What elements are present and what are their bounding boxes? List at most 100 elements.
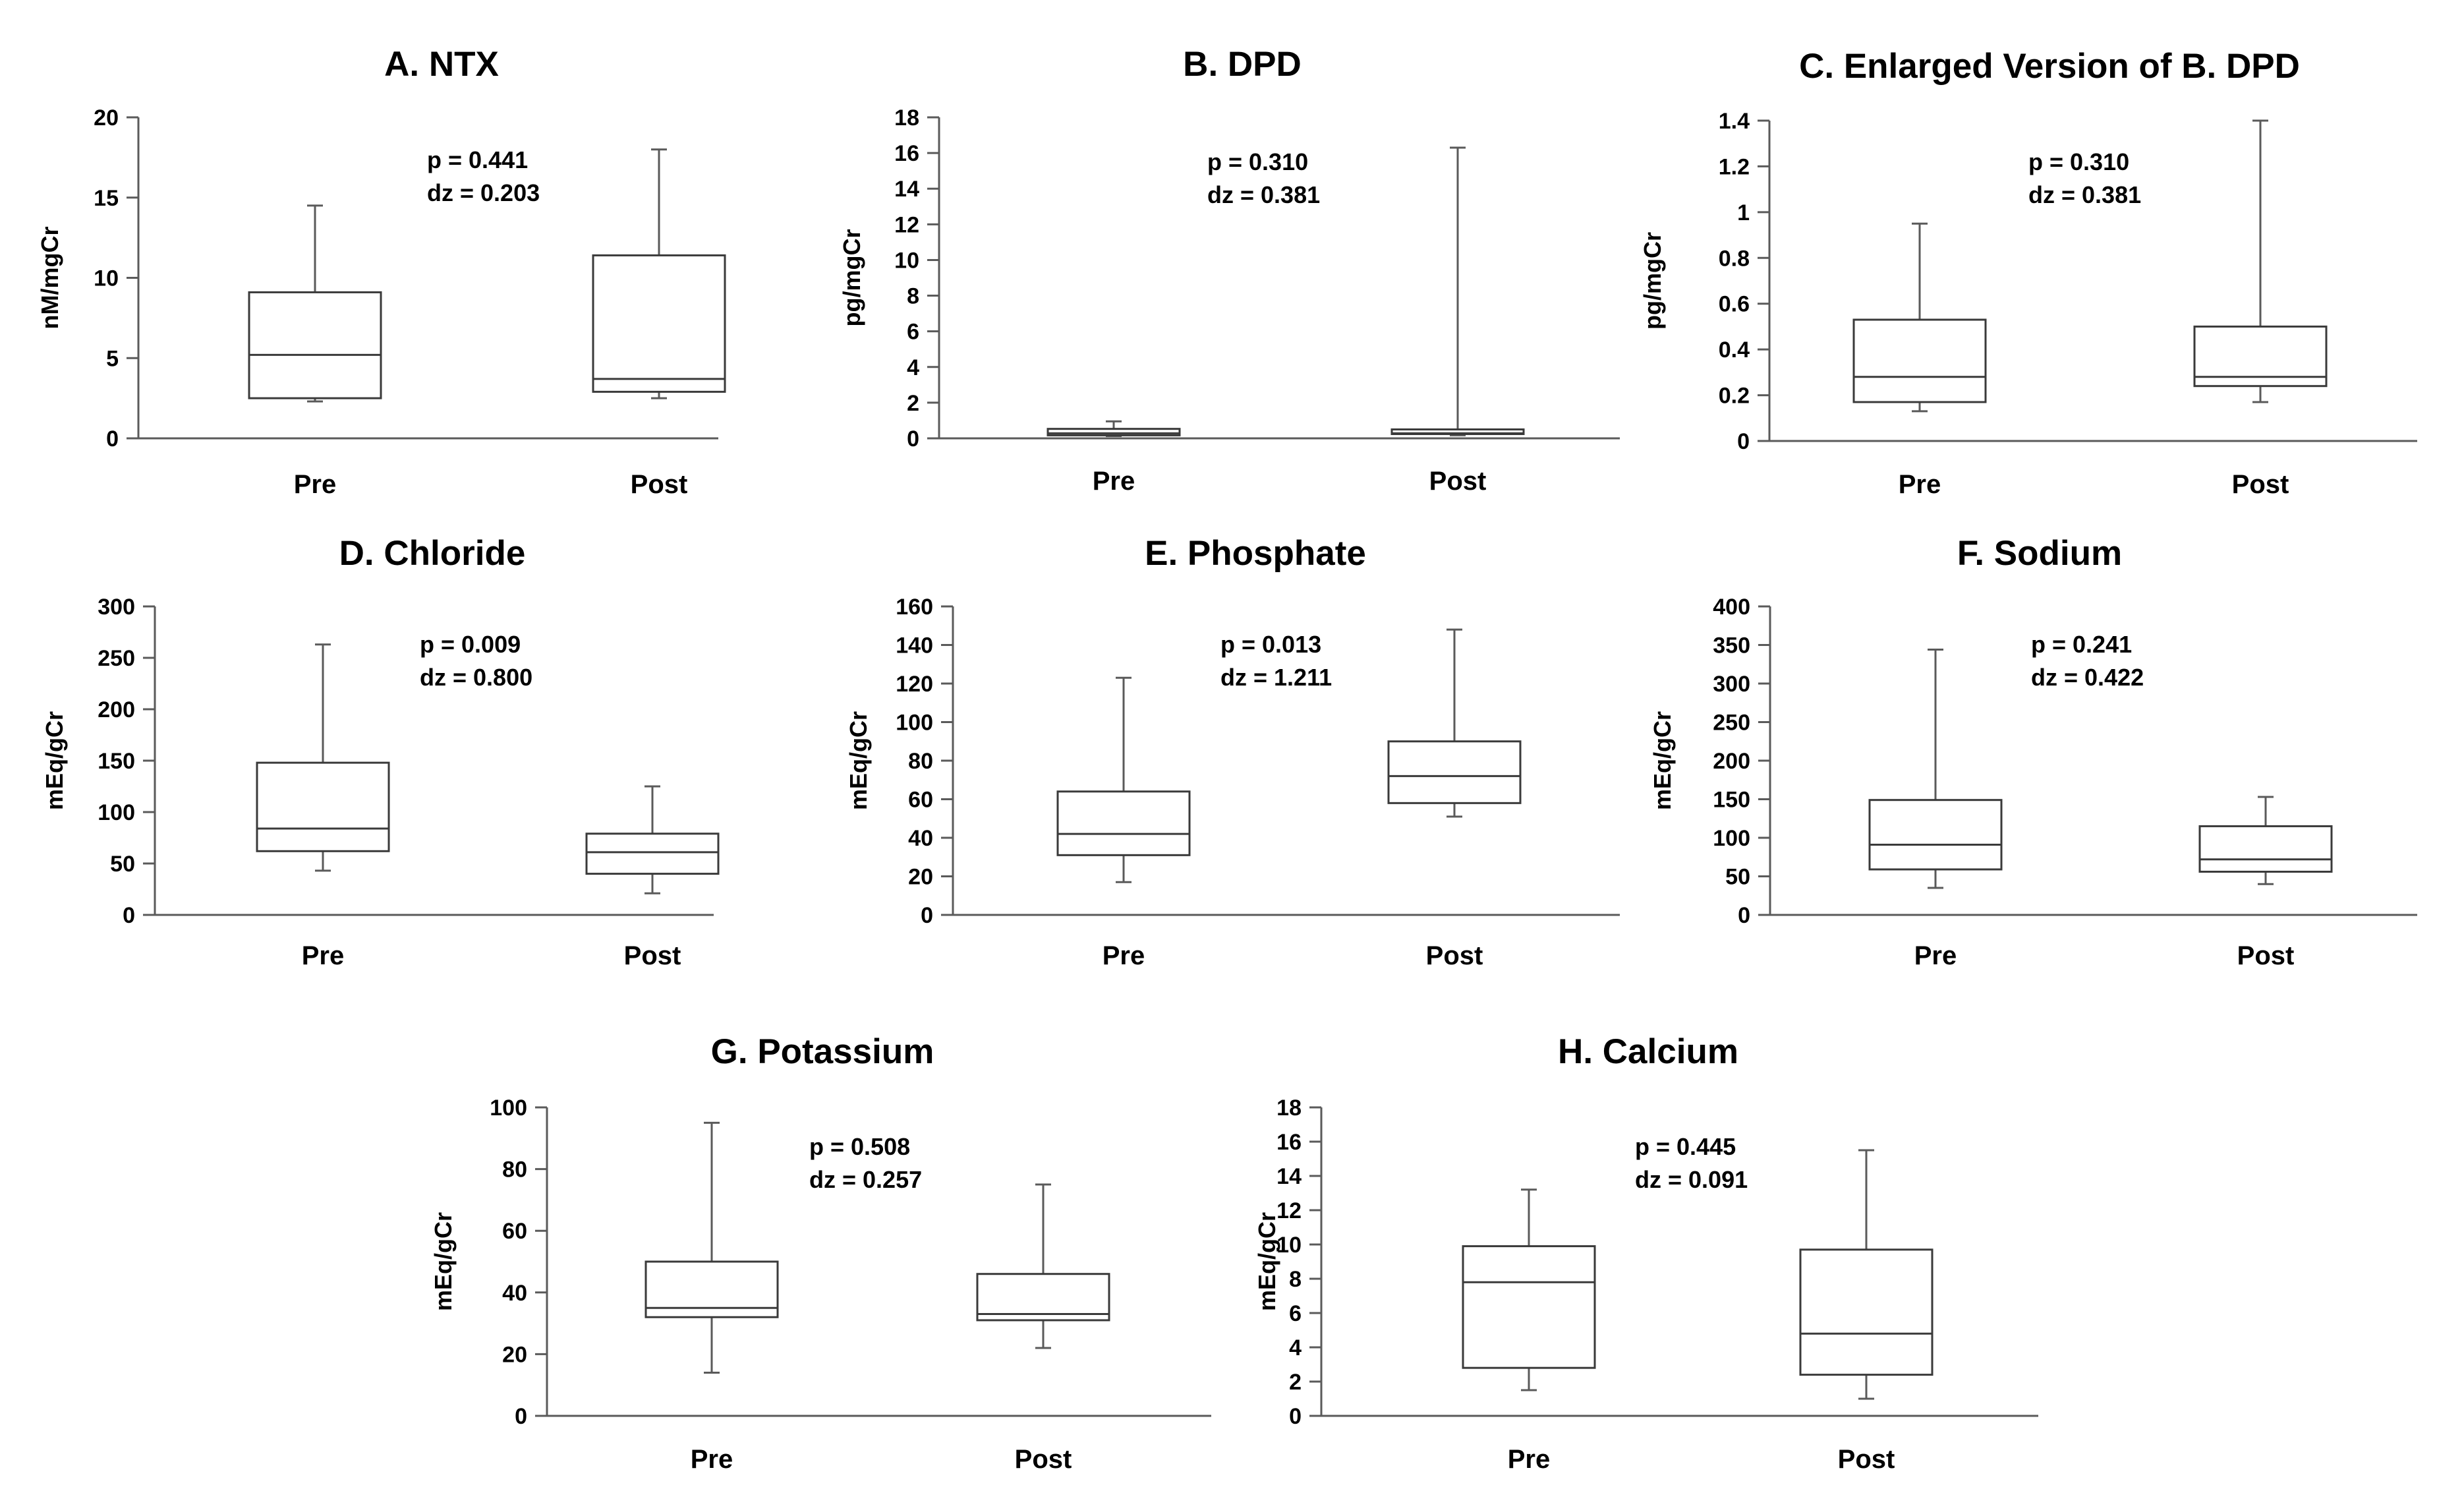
- y-tick-label: 2: [907, 391, 919, 416]
- panel-title: F. Sodium: [1957, 534, 2122, 573]
- y-tick-label: 250: [1713, 711, 1750, 736]
- y-tick-label: 200: [98, 697, 135, 722]
- x-category-label: Post: [1838, 1445, 1895, 1474]
- y-tick-label: 8: [907, 284, 919, 309]
- y-tick-label: 0: [1737, 429, 1750, 454]
- y-tick-label: 0.8: [1719, 246, 1750, 271]
- panel-title: A. NTX: [384, 45, 499, 84]
- panel-b: B. DPD pg/mgCr 0 2 4 6 8 10 12 14 16 18 Pre Post p = 0…: [838, 45, 1620, 496]
- p-value-annotation: p = 0.445: [1635, 1133, 1736, 1160]
- y-tick-label: 0: [907, 426, 919, 452]
- effect-size-annotation: dz = 0.800: [420, 664, 532, 691]
- p-value-annotation: p = 0.241: [2031, 631, 2132, 658]
- y-tick-label: 140: [896, 633, 933, 658]
- box-pre: [1056, 790, 1191, 856]
- box-post: [2198, 825, 2333, 873]
- box-pre: [1046, 428, 1181, 436]
- y-tick-label: 0.4: [1719, 337, 1750, 363]
- panel-title: E. Phosphate: [1145, 534, 1366, 573]
- p-value-annotation: p = 0.009: [420, 631, 521, 658]
- effect-size-annotation: dz = 0.203: [427, 179, 540, 206]
- y-axis-label: mEq/gCr: [845, 711, 872, 810]
- x-category-label: Post: [2232, 470, 2289, 499]
- y-tick-label: 60: [502, 1219, 527, 1244]
- y-tick-label: 10: [1276, 1233, 1302, 1258]
- x-category-label: Pre: [1508, 1445, 1551, 1474]
- panel-f: F. Sodium mEq/gCr 0 50 100 150 200 250 300 350 400…: [1649, 534, 2417, 970]
- box-post: [585, 833, 720, 875]
- y-tick-label: 20: [94, 105, 119, 131]
- y-tick-label: 20: [908, 865, 933, 890]
- y-tick-label: 12: [894, 212, 919, 237]
- panel-d: D. Chloride mEq/gCr 0 50 100 150 200 250 300 Pre P…: [41, 534, 720, 970]
- y-tick-label: 60: [908, 788, 933, 813]
- x-category-label: Pre: [294, 470, 337, 499]
- y-tick-label: 0: [921, 903, 933, 928]
- y-tick-label: 1.4: [1719, 109, 1750, 134]
- panel-a: A. NTX nM/mgCr 0 5 10 15 20 Pre Post p = 0.441 dz …: [36, 45, 726, 499]
- box-post: [1799, 1248, 1934, 1376]
- box-post: [1387, 740, 1522, 804]
- y-tick-label: 18: [894, 105, 919, 131]
- x-category-label: Post: [624, 941, 681, 970]
- panel-title: H. Calcium: [1558, 1032, 1738, 1071]
- y-tick-label: 40: [908, 826, 933, 851]
- y-tick-label: 14: [894, 177, 919, 202]
- y-tick-label: 1.2: [1719, 154, 1750, 179]
- box-pre: [248, 291, 382, 399]
- effect-size-annotation: dz = 0.091: [1635, 1166, 1748, 1193]
- y-tick-label: 12: [1276, 1198, 1302, 1223]
- x-category-label: Post: [1429, 467, 1487, 496]
- y-tick-label: 300: [98, 595, 135, 620]
- y-tick-label: 18: [1276, 1096, 1302, 1121]
- effect-size-annotation: dz = 0.422: [2031, 664, 2144, 691]
- y-tick-label: 15: [94, 186, 119, 211]
- effect-size-annotation: dz = 1.211: [1220, 664, 1332, 691]
- p-value-annotation: p = 0.310: [1207, 148, 1308, 175]
- effect-size-annotation: dz = 0.381: [2028, 181, 2141, 208]
- y-tick-label: 80: [908, 749, 933, 774]
- effect-size-annotation: dz = 0.381: [1207, 181, 1320, 208]
- y-axis-label: pg/mgCr: [1639, 232, 1666, 330]
- y-tick-label: 250: [98, 646, 135, 671]
- y-tick-label: 0: [1289, 1404, 1302, 1429]
- x-category-label: Pre: [691, 1445, 733, 1474]
- box-post: [976, 1273, 1110, 1322]
- y-tick-label: 40: [502, 1281, 527, 1306]
- y-tick-label: 50: [1725, 865, 1750, 890]
- y-tick-label: 16: [1276, 1130, 1302, 1155]
- panel-title: G. Potassium: [711, 1032, 934, 1071]
- x-category-label: Post: [2237, 941, 2295, 970]
- x-category-label: Pre: [1103, 941, 1145, 970]
- y-tick-label: 0: [515, 1404, 527, 1429]
- box-pre: [256, 761, 390, 852]
- y-tick-label: 120: [896, 672, 933, 697]
- y-axis-label: mEq/gCr: [430, 1212, 457, 1311]
- panel-e: E. Phosphate mEq/gCr 0 20 40 60 80 100 120 140 160…: [845, 534, 1620, 970]
- y-tick-label: 6: [907, 320, 919, 345]
- y-tick-label: 80: [502, 1157, 527, 1183]
- y-tick-label: 100: [896, 711, 933, 736]
- x-category-label: Pre: [1093, 467, 1135, 496]
- panel-title: B. DPD: [1183, 45, 1302, 84]
- y-tick-label: 100: [490, 1096, 527, 1121]
- x-category-label: Pre: [302, 941, 345, 970]
- y-axis-label: mEq/gCr: [1253, 1212, 1280, 1311]
- p-value-annotation: p = 0.310: [2028, 148, 2129, 175]
- box-post: [592, 254, 726, 393]
- y-tick-label: 10: [94, 266, 119, 291]
- y-tick-label: 5: [106, 346, 119, 371]
- p-value-annotation: p = 0.441: [427, 146, 528, 173]
- x-category-label: Pre: [1914, 941, 1957, 970]
- panel-title: D. Chloride: [339, 534, 526, 573]
- y-tick-label: 0.2: [1719, 384, 1750, 409]
- y-tick-label: 0: [123, 903, 135, 928]
- y-tick-label: 150: [98, 749, 135, 774]
- y-tick-label: 4: [907, 355, 919, 380]
- y-tick-label: 50: [110, 852, 135, 877]
- y-tick-label: 100: [1713, 826, 1750, 851]
- box-pre: [1868, 799, 2003, 871]
- y-tick-label: 300: [1713, 672, 1750, 697]
- y-axis-label: mEq/gCr: [1649, 711, 1676, 810]
- y-axis-label: pg/mgCr: [838, 229, 865, 327]
